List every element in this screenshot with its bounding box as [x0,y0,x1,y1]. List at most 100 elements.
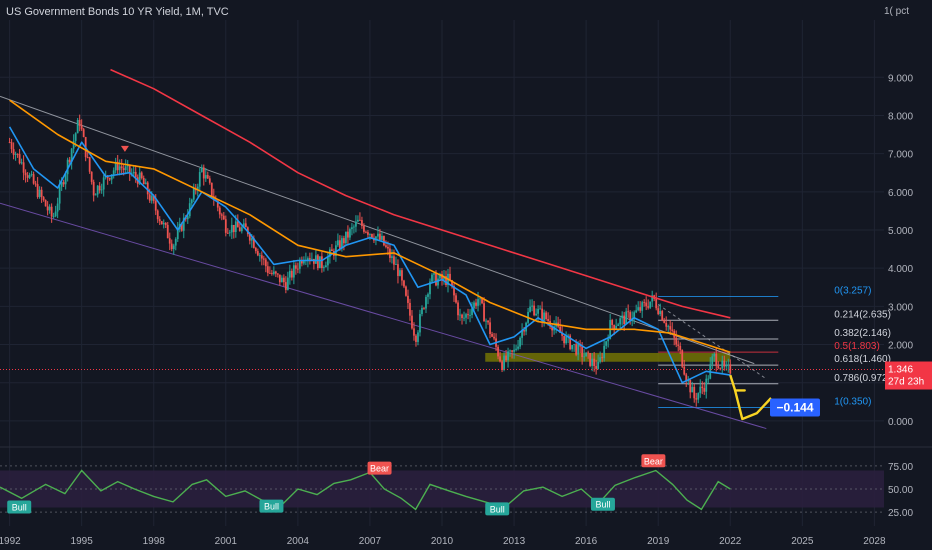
fib-level-label: 0.618(1.460) [834,354,891,365]
candle-body [74,133,77,141]
candle-body [168,238,171,244]
candle-body [110,174,113,180]
candle-body [671,329,674,331]
candle-body [497,346,499,357]
candle-body [567,335,570,337]
candle-body [280,277,283,283]
candle-body [174,239,177,246]
trend-channel[interactable] [0,95,767,430]
ma-slow-line [110,68,731,319]
candle-body [94,194,97,196]
y-tick-label: 9.000 [888,73,913,84]
x-tick-label: 2025 [791,536,814,547]
candle-body [407,295,409,303]
candle-body [437,278,439,286]
candle-body [485,320,487,322]
candle-body [635,310,638,313]
x-tick-label: 2001 [215,536,238,547]
candle-body [533,305,535,316]
candle-body [601,357,604,359]
candle-body [381,235,383,240]
candle-body [459,314,461,316]
candle-body [379,233,381,240]
candle-body [491,333,493,337]
candle-body [224,219,227,233]
rsi-signal-label: Bull [12,503,27,513]
candle-body [385,245,387,247]
x-tick-label: 2010 [431,536,454,547]
channel-lower-line[interactable] [0,202,767,430]
rsi-signal-label: Bear [370,464,389,474]
candle-body [355,221,357,227]
candle-body [475,302,477,306]
candle-body [122,168,125,171]
candle-body [587,352,590,354]
candle-body [66,159,69,175]
candle-body [607,338,610,342]
candle-body [339,240,341,249]
candle-body [721,360,724,369]
channel-upper-line[interactable] [0,95,755,365]
candle-body [22,162,25,173]
candle-body [501,361,503,370]
candle-body [82,129,85,138]
candle-body [320,256,323,269]
rsi-tick-label: 75.00 [888,462,913,473]
x-tick-label: 2013 [503,536,526,547]
candle-body [411,315,413,329]
y-tick-label: 2.000 [888,341,913,352]
projection-drawing[interactable]: −0.144 [729,374,820,421]
candle-body [248,234,251,241]
candle-body [164,222,167,225]
candle-body [78,119,81,126]
candle-body [331,249,333,252]
fibonacci-retracement[interactable]: 0(3.257) 0.214(2.635) 0.382(2.146) 0.5(1.80… [658,286,891,409]
candle-body [80,125,83,130]
projection-path[interactable] [729,374,772,421]
candle-body [218,207,221,215]
candle-body [144,182,147,185]
candle-body [571,345,574,350]
x-tick-label: 1998 [143,536,166,547]
candle-body [254,247,257,252]
candle-body [128,164,131,174]
candle-body [669,326,672,330]
candle-body [156,210,159,220]
candle-body [481,298,483,304]
candle-body [479,298,481,300]
candle-body [48,206,51,211]
candle-body [112,170,115,175]
candle-body [166,224,169,239]
candle-body [32,174,35,184]
candle-body [489,322,491,334]
candle-body [274,271,277,274]
candle-body [523,330,525,332]
candle-body [395,264,397,265]
candle-body [451,280,453,287]
candle-body [318,256,321,269]
support-zone[interactable] [485,352,731,362]
candle-body [18,154,21,164]
candle-body [58,186,61,204]
candle-body [453,286,455,296]
candle-body [335,245,337,256]
candle-body [314,255,317,264]
candle-body [537,308,539,314]
candle-body [477,299,479,306]
candle-body [691,386,694,393]
candle-body [505,355,507,361]
candle-body [667,326,670,327]
candle-body [521,330,523,338]
candle-body [276,273,279,275]
axes: 0.0001.0002.0003.0004.0005.0006.0007.000… [0,73,913,547]
candle-body [222,215,225,220]
candle-body [597,361,600,369]
candle-body [256,251,259,256]
candle-body [625,311,628,325]
zones-layer [485,352,731,362]
candle-body [363,225,365,232]
candle-body [216,200,219,208]
y-tick-label: 8.000 [888,111,913,122]
candle-body [180,223,183,231]
